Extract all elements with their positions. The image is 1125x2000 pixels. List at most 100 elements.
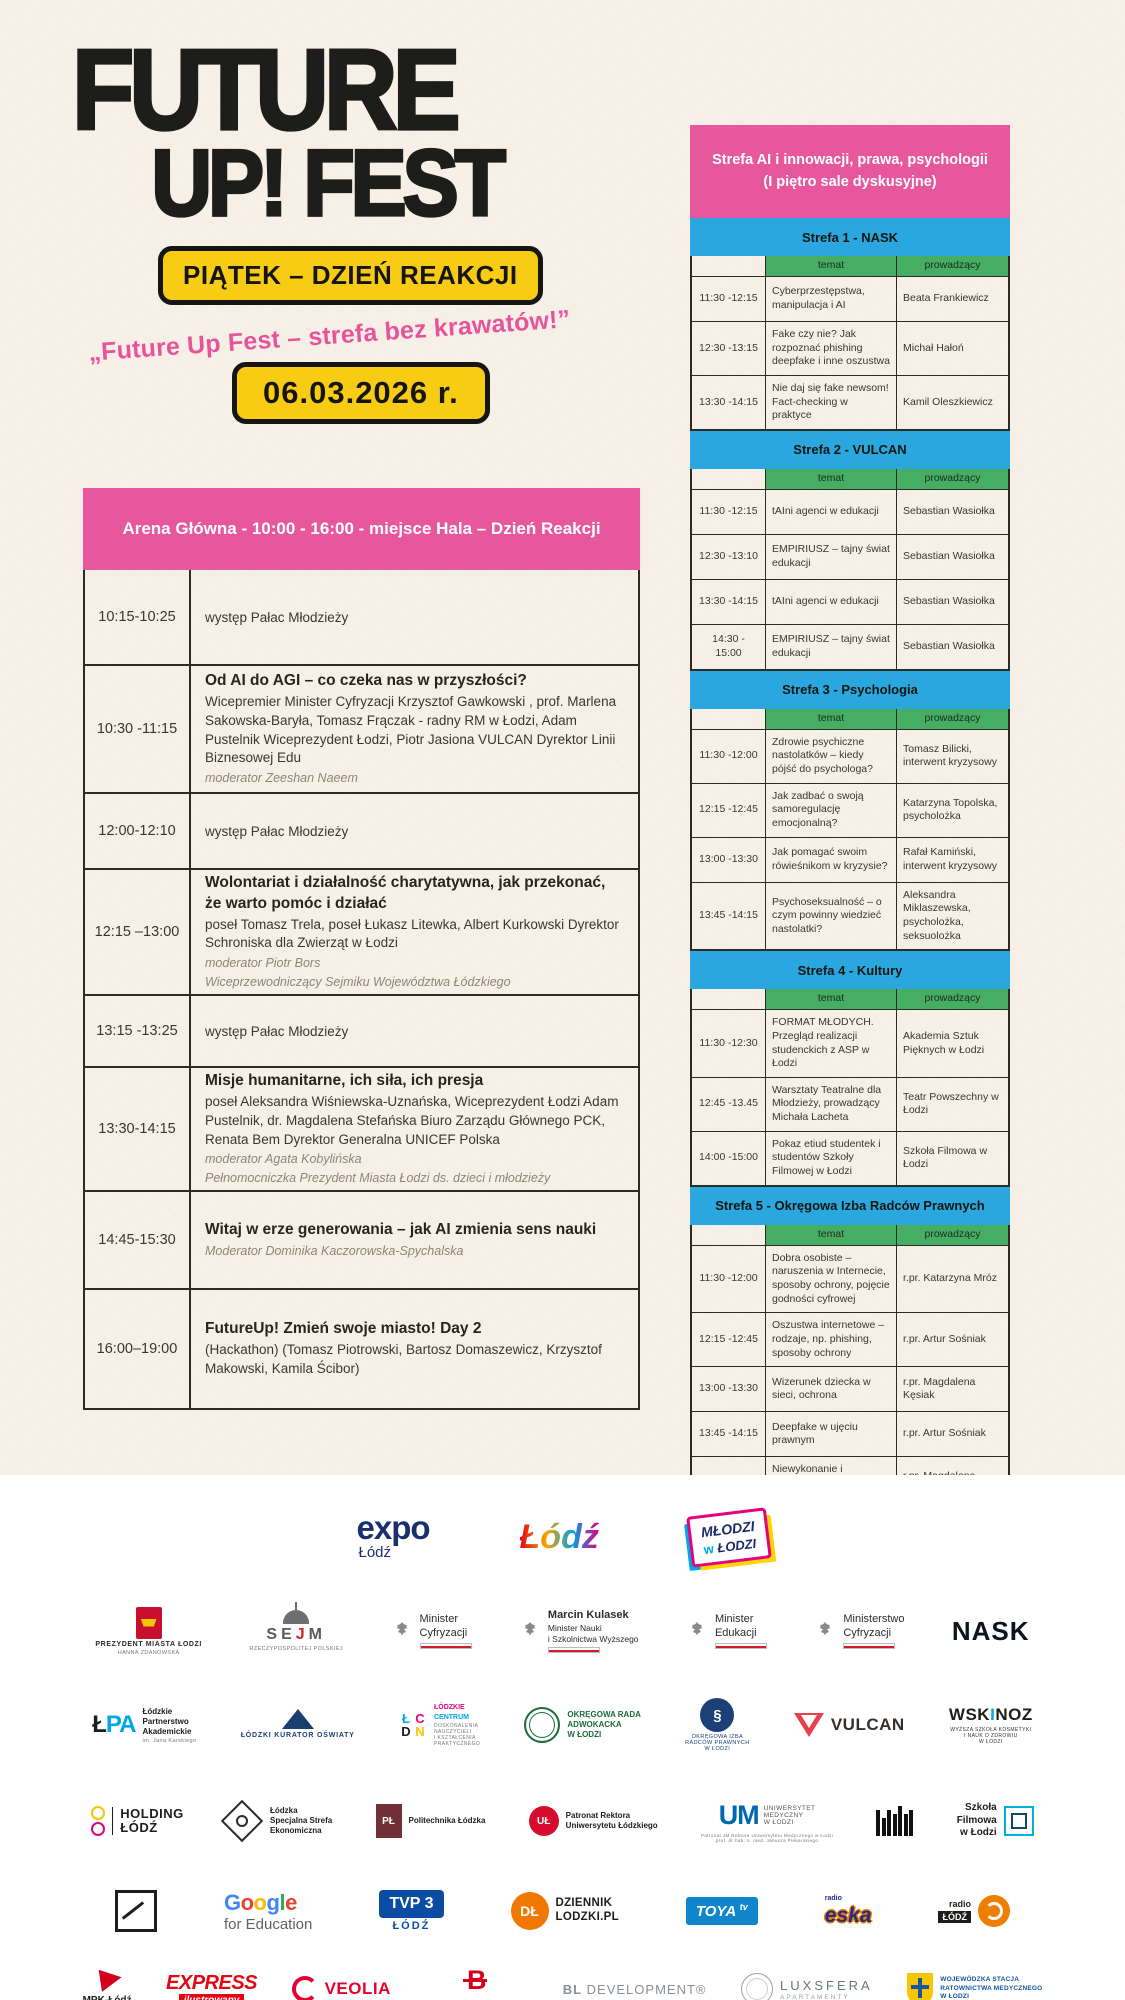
prowadzacy-cell: Rafał Kamiński, interwent kryzysowy [903,846,997,872]
col-header-temat: temat [766,989,897,1010]
logo-lodzkie-partnerstwo-akademickie: ŁPA Łódzkie Partnerstwo Akademickie im. J… [92,1706,197,1744]
event-cell: Misje humanitarne, ich siła, ich presja … [191,1068,638,1190]
sponsor-logos: expo Łódź Łódź MŁODZI w ŁODZI PREZYDENT … [0,1475,1125,2000]
time-cell: 14:45-15:30 [85,1192,191,1288]
dziennik-circle-icon: DŁ [510,1892,549,1930]
veolia-circle-icon [291,1976,318,2000]
temat-cell: Pokaz etiud studentek i studentów Szkoły… [766,1131,897,1185]
table-row: 14:30 - 15:00 EMPIRIUSZ – tajny świat ed… [692,623,1008,669]
time-cell: 12:15 -12:45 [692,783,766,837]
logo-veolia: VEOLIA [291,1976,391,2000]
event-body: poseł Tomasz Trela, poseł Łukasz Litewka… [205,916,619,951]
strefy-schedule: Strefa AI i innowacji, prawa, psychologi… [690,125,1010,1513]
table-row: 12:30 -13:10 EMPIRIUSZ – tajny świat edu… [692,533,1008,579]
temat-cell: EMPIRIUSZ – tajny świat edukacji [766,534,897,579]
time-cell: 11:30 -12:00 [692,729,766,783]
col-header-temat: temat [766,708,897,729]
page-title-line2: UP! FEST [150,129,508,236]
time-header-cell [692,1224,766,1245]
time-cell: 12:15 -12:45 [692,1313,766,1367]
medical-shield-icon [907,1973,934,2000]
logo-uniwersytet-medyczny: UM UNIWERSYTET MEDYCZNY W ŁODZI Patronat… [700,1799,834,1843]
logo-radio-eska: radio eska [824,1894,872,1927]
logo-luxsfera: LUXSFERA APARTAMENTY [741,1973,873,2000]
header-row: temat prowadzący [692,708,1008,729]
col-header-prowadzacy: prowadzący [897,256,1008,276]
prowadzacy-cell: r.pr. Artur Sośniak [903,1427,986,1440]
logo-row-media: Google for Education TVP 3 ŁÓDŹ DŁ DZIEN… [0,1869,1125,1953]
table-row: 11:30 -12:00 Dobra osobiste – naruszenia… [692,1244,1008,1313]
event-cell: występ Pałac Młodzieży [191,996,638,1066]
table-row: 13:15 -13:25 występ Pałac Młodzieży [85,994,638,1066]
time-cell: 11:30 -12:30 [692,1010,766,1077]
time-cell: 12:30 -13:15 [692,322,766,375]
diamond-icon [220,1799,264,1843]
prowadzacy-cell: Sebastian Wasiołka [903,595,995,608]
time-header-cell [692,256,766,276]
temat-cell: Dobra osobiste – naruszenia w Internecie… [766,1245,897,1313]
event-moderator2: Pełnomocniczka Prezydent Miasta Łodzi ds… [205,1171,551,1186]
temat-cell: Warsztaty Teatralne dla Młodzieży, prowa… [766,1077,897,1131]
time-cell: 11:30 -12:15 [692,489,766,534]
time-cell: 12:15 –13:00 [85,870,191,994]
header-row: temat prowadzący [692,468,1008,489]
event-title: Witaj w erze generowania – jak AI zmieni… [205,1221,597,1239]
logo-minister-edukacji: Minister Edukacji [686,1613,767,1649]
logo-mpk-lodz: MPK-Łódź [83,1969,131,2000]
logo-minister-cyfryzacji: Minister Cyfryzacji [391,1613,472,1649]
flag-bar [714,1642,767,1649]
event-cell: występ Pałac Młodzieży [191,570,638,664]
radio-lodz-circle-icon [977,1895,1010,1927]
event-body: Wicepremier Minister Cyfryzacji Krzyszto… [205,694,617,766]
holding-circles-icon [91,1806,106,1836]
prowadzacy-cell: r.pr. Katarzyna Mróz [903,1272,997,1285]
date-banner: 06.03.2026 r. [232,362,490,424]
eagle-icon [691,1621,703,1636]
book-icon [281,1709,314,1730]
prowadzacy-cell: Katarzyna Topolska, psycholożka [903,796,998,823]
logo-wskinoz: WSKINOZ WYŻSZA SZKOŁA KOSMETYKI I NAUK O… [948,1705,1033,1745]
table-row: 16:00–19:00 FutureUp! Zmień swoje miasto… [85,1288,638,1408]
section-band-strefa3: Strefa 3 - Psychologia [690,670,1010,709]
strefy-header: Strefa AI i innowacji, prawa, psychologi… [690,125,1010,218]
logo-prezydent-miasta-lodzi: PREZYDENT MIASTA ŁODZI HANNA ZDANOWSKA [95,1606,202,1656]
logo-holding-lodz: HOLDING ŁÓDŹ [91,1806,183,1836]
prowadzacy-cell: r.pr. Magdalena Kęsiak [903,1375,976,1402]
logo-express-ilustrowany: EXPRESS ilustrowany [166,1972,257,2000]
time-cell: 10:30 -11:15 [85,666,191,792]
time-cell: 13:15 -13:25 [85,996,191,1066]
prowadzacy-cell: Sebastian Wasiołka [903,550,995,563]
logo-row-city-universities: HOLDING ŁÓDŹ Łódzka Specjalna Strefa Eko… [0,1773,1125,1869]
time-header-cell [692,989,766,1010]
temat-cell: tAIni agenci w edukacji [766,579,897,624]
table-row: 11:30 -12:30 FORMAT MŁODYCH. Przegląd re… [692,1009,1008,1077]
logo-row-main-partners: expo Łódź Łódź MŁODZI w ŁODZI [0,1475,1125,1585]
section-band-strefa5: Strefa 5 - Okręgowa Izba Radców Prawnych [690,1186,1010,1225]
paragraph-seal-icon: § [700,1698,735,1732]
event-cell: Wolontariat i działalność charytatywna, … [191,870,638,994]
logo-row-education-law: ŁPA Łódzkie Partnerstwo Akademickie im. J… [0,1677,1125,1773]
section-band-strefa1: Strefa 1 - NASK [690,218,1010,256]
prowadzacy-cell: Sebastian Wasiołka [903,505,995,518]
luxsfera-sphere-icon [741,1973,774,2000]
logo-nask: NASK [951,1615,1030,1646]
time-cell: 13:00 -13:30 [692,1367,766,1412]
logo-row-commercial: MPK-Łódź EXPRESS ilustrowany VEOLIA B BA… [0,1953,1125,2000]
prowadzacy-cell: Kamil Oleszkiewicz [903,395,993,408]
temat-cell: Zdrowie psychiczne nastolatków – kiedy p… [766,729,897,783]
logo-vulcan: VULCAN [793,1713,905,1737]
event-title: FutureUp! Zmień swoje miasto! Day 2 [205,1320,482,1338]
temat-cell: Fake czy nie? Jak rozpoznać phishing dee… [766,322,897,375]
event-moderator: Moderator Dominika Kaczorowska-Spychalsk… [205,1243,464,1258]
tagline: „Future Up Fest – strefa bez krawatów!” [87,305,572,367]
event-moderator: moderator Piotr Bors [205,955,321,970]
time-cell: 12:45 -13.45 [692,1077,766,1131]
table-row: 13:45 -14:15 Deepfake w ujęciu prawnym r… [692,1411,1008,1457]
table-row: 13:30-14:15 Misje humanitarne, ich siła,… [85,1066,638,1190]
table-row: 10:15-10:25 występ Pałac Młodzieży [85,570,638,664]
table-row: 14:00 -15:00 Pokaz etiud studentek i stu… [692,1130,1008,1185]
strefa3-table: temat prowadzący 11:30 -12:00 Zdrowie ps… [690,708,1010,952]
arena-table: 10:15-10:25 występ Pałac Młodzieży 10:30… [83,570,640,1410]
